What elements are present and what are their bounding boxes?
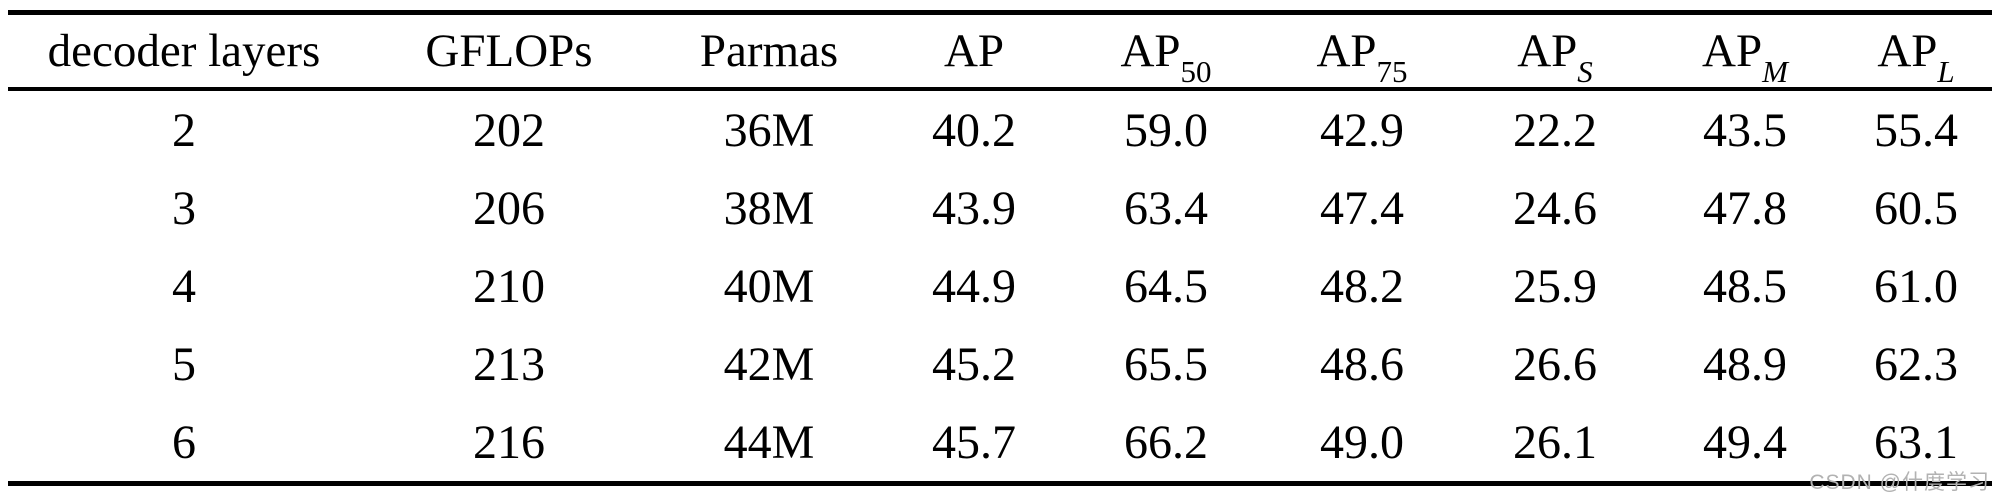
cell-ap: 40.2 [932, 103, 1016, 157]
cell-ap50: 66.2 [1124, 415, 1208, 469]
cell-ap-l: 60.5 [1874, 181, 1958, 235]
header-label: Parmas [699, 25, 839, 77]
cell-ap: 45.7 [932, 415, 1016, 469]
header-label: AP [1120, 25, 1181, 77]
cell-parmas: 42M [723, 337, 815, 391]
header-subscript: 75 [1376, 53, 1408, 89]
cell-ap50: 59.0 [1124, 103, 1208, 157]
cell-gflops: 213 [473, 337, 545, 391]
column-header-ap-s: APS [1460, 12, 1650, 91]
cell-ap75: 48.2 [1320, 259, 1404, 313]
column-header-ap50: AP50 [1068, 12, 1264, 91]
cell-ap-s: 25.9 [1513, 259, 1597, 313]
header-subscript: S [1577, 53, 1593, 89]
cell-ap-m: 47.8 [1703, 181, 1787, 235]
table-row: 6 216 44M 45.7 66.2 49.0 26.1 49.4 63.1 [8, 403, 1992, 484]
table-row: 4 210 40M 44.9 64.5 48.2 25.9 48.5 61.0 [8, 247, 1992, 325]
cell-ap-s: 24.6 [1513, 181, 1597, 235]
header-label: AP [1702, 25, 1763, 77]
cell-ap-l: 55.4 [1874, 103, 1958, 157]
column-header-decoder-layers: decoder layers [8, 12, 360, 91]
cell-parmas: 44M [723, 415, 815, 469]
cell-ap50: 64.5 [1124, 259, 1208, 313]
table-row: 3 206 38M 43.9 63.4 47.4 24.6 47.8 60.5 [8, 169, 1992, 247]
header-label: AP [943, 25, 1005, 77]
cell-gflops: 210 [473, 259, 545, 313]
cell-ap75: 47.4 [1320, 181, 1404, 235]
cell-ap: 44.9 [932, 259, 1016, 313]
cell-ap50: 63.4 [1124, 181, 1208, 235]
header-label: decoder layers [47, 25, 321, 77]
table-header-row: decoder layers GFLOPs Parmas AP AP50 AP7… [8, 12, 1992, 91]
cell-gflops: 216 [473, 415, 545, 469]
header-subscript: 50 [1180, 53, 1212, 89]
ablation-results-table: decoder layers GFLOPs Parmas AP AP50 AP7… [8, 10, 1992, 486]
column-header-gflops: GFLOPs [360, 12, 658, 91]
column-header-parmas: Parmas [658, 12, 880, 91]
cell-decoder-layers: 4 [172, 259, 196, 313]
cell-ap75: 42.9 [1320, 103, 1404, 157]
column-header-ap75: AP75 [1264, 12, 1460, 91]
header-label: AP [1517, 25, 1578, 77]
cell-ap-s: 26.1 [1513, 415, 1597, 469]
cell-decoder-layers: 2 [172, 103, 196, 157]
csdn-watermark: CSDN @什度学习 [1809, 471, 1990, 494]
cell-decoder-layers: 3 [172, 181, 196, 235]
cell-parmas: 40M [723, 259, 815, 313]
cell-ap-m: 49.4 [1703, 415, 1787, 469]
header-label: GFLOPs [425, 25, 593, 77]
cell-parmas: 38M [723, 181, 815, 235]
header-subscript: L [1937, 53, 1955, 89]
cell-ap: 45.2 [932, 337, 1016, 391]
column-header-ap-l: APL [1840, 12, 1992, 91]
cell-ap50: 65.5 [1124, 337, 1208, 391]
header-label: AP [1316, 25, 1377, 77]
table-row: 5 213 42M 45.2 65.5 48.6 26.6 48.9 62.3 [8, 325, 1992, 403]
cell-ap: 43.9 [932, 181, 1016, 235]
cell-ap-l: 63.1 [1874, 415, 1958, 469]
cell-ap-s: 26.6 [1513, 337, 1597, 391]
header-label: AP [1877, 25, 1938, 77]
cell-ap-m: 48.9 [1703, 337, 1787, 391]
cell-ap75: 49.0 [1320, 415, 1404, 469]
cell-ap-l: 62.3 [1874, 337, 1958, 391]
table-row: 2 202 36M 40.2 59.0 42.9 22.2 43.5 55.4 [8, 89, 1992, 169]
cell-ap75: 48.6 [1320, 337, 1404, 391]
cell-parmas: 36M [723, 103, 815, 157]
cell-gflops: 202 [473, 103, 545, 157]
cell-gflops: 206 [473, 181, 545, 235]
header-subscript: M [1762, 53, 1788, 89]
cell-ap-m: 43.5 [1703, 103, 1787, 157]
cell-ap-s: 22.2 [1513, 103, 1597, 157]
cell-ap-l: 61.0 [1874, 259, 1958, 313]
cell-decoder-layers: 5 [172, 337, 196, 391]
cell-decoder-layers: 6 [172, 415, 196, 469]
column-header-ap: AP [880, 12, 1068, 91]
column-header-ap-m: APM [1650, 12, 1840, 91]
cell-ap-m: 48.5 [1703, 259, 1787, 313]
